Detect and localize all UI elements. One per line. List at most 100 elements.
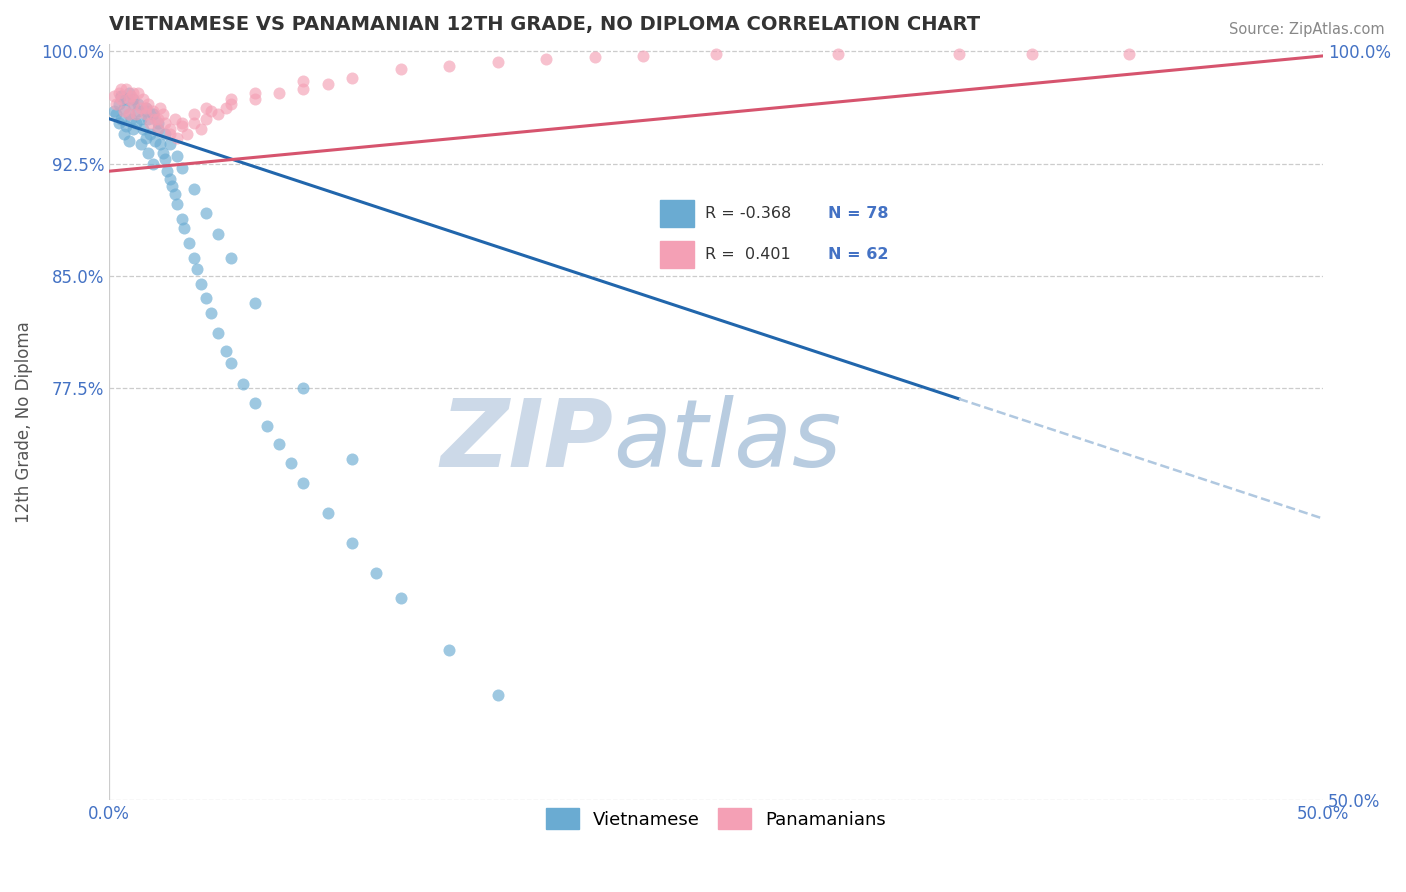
Text: N = 78: N = 78 — [828, 206, 889, 221]
Point — [200, 104, 222, 119]
Point — [190, 277, 212, 291]
Point — [129, 137, 152, 152]
Text: ZIP: ZIP — [440, 395, 613, 487]
Point — [127, 87, 149, 101]
Point — [195, 206, 218, 220]
Point — [183, 116, 205, 130]
Point — [159, 122, 181, 136]
Point — [112, 101, 135, 115]
Point — [219, 96, 242, 111]
Point — [146, 122, 169, 136]
Point — [186, 261, 208, 276]
Point — [105, 96, 128, 111]
Point — [142, 104, 165, 119]
Text: Source: ZipAtlas.com: Source: ZipAtlas.com — [1229, 22, 1385, 37]
Point — [135, 104, 157, 119]
Point — [195, 101, 218, 115]
Point — [120, 89, 142, 103]
Point — [340, 71, 363, 86]
Point — [139, 116, 162, 130]
Point — [486, 54, 509, 69]
Point — [120, 112, 142, 126]
Point — [122, 96, 145, 111]
Point — [292, 381, 315, 395]
Point — [112, 127, 135, 141]
Point — [170, 116, 193, 130]
Point — [269, 87, 291, 101]
Point — [135, 131, 157, 145]
Point — [170, 161, 193, 176]
Point — [232, 376, 254, 391]
Point — [163, 186, 186, 201]
Point — [215, 101, 238, 115]
Point — [149, 137, 172, 152]
Point — [110, 82, 132, 96]
Point — [110, 112, 132, 126]
Point — [108, 96, 131, 111]
Point — [166, 131, 188, 145]
Point — [153, 152, 176, 166]
Point — [176, 127, 198, 141]
Point — [389, 591, 412, 605]
Point — [170, 212, 193, 227]
Y-axis label: 12th Grade, No Diploma: 12th Grade, No Diploma — [15, 321, 32, 523]
Point — [142, 107, 165, 121]
Point — [135, 101, 157, 115]
Point — [437, 643, 460, 657]
Point — [1118, 47, 1140, 62]
Point — [207, 227, 229, 241]
Point — [117, 87, 139, 101]
Point — [127, 96, 149, 111]
Point — [117, 92, 139, 106]
Point — [132, 92, 155, 106]
Point — [125, 107, 148, 121]
Point — [159, 137, 181, 152]
Point — [122, 96, 145, 111]
Point — [219, 251, 242, 265]
Point — [117, 107, 139, 121]
Point — [159, 127, 181, 141]
Point — [219, 92, 242, 106]
Point — [129, 101, 152, 115]
Point — [183, 251, 205, 265]
Point — [195, 112, 218, 126]
Point — [115, 120, 138, 134]
Point — [437, 59, 460, 73]
Bar — [661, 200, 695, 227]
Point — [153, 127, 176, 141]
Point — [704, 47, 727, 62]
Point — [136, 112, 159, 126]
Point — [110, 92, 132, 106]
Text: R = -0.368: R = -0.368 — [704, 206, 792, 221]
Point — [143, 112, 166, 126]
Point — [146, 116, 169, 130]
Point — [115, 82, 138, 96]
Point — [103, 89, 125, 103]
Point — [486, 689, 509, 703]
Point — [170, 120, 193, 134]
Point — [162, 179, 184, 194]
Point — [136, 96, 159, 111]
Legend: Vietnamese, Panamanians: Vietnamese, Panamanians — [538, 801, 893, 837]
Point — [207, 326, 229, 340]
Point — [163, 112, 186, 126]
Point — [122, 92, 145, 106]
Point — [280, 456, 302, 470]
Point — [243, 87, 266, 101]
Point — [125, 116, 148, 130]
Point — [103, 104, 125, 119]
Point — [269, 436, 291, 450]
Point — [179, 236, 201, 251]
Point — [129, 112, 152, 126]
Point — [156, 164, 179, 178]
Text: VIETNAMESE VS PANAMANIAN 12TH GRADE, NO DIPLOMA CORRELATION CHART: VIETNAMESE VS PANAMANIAN 12TH GRADE, NO … — [110, 15, 980, 34]
Point — [135, 107, 157, 121]
Bar — [661, 241, 695, 268]
Point — [243, 296, 266, 310]
Point — [948, 47, 970, 62]
Point — [146, 112, 169, 126]
Point — [316, 78, 339, 92]
Point — [195, 292, 218, 306]
Point — [146, 122, 169, 136]
Point — [243, 92, 266, 106]
